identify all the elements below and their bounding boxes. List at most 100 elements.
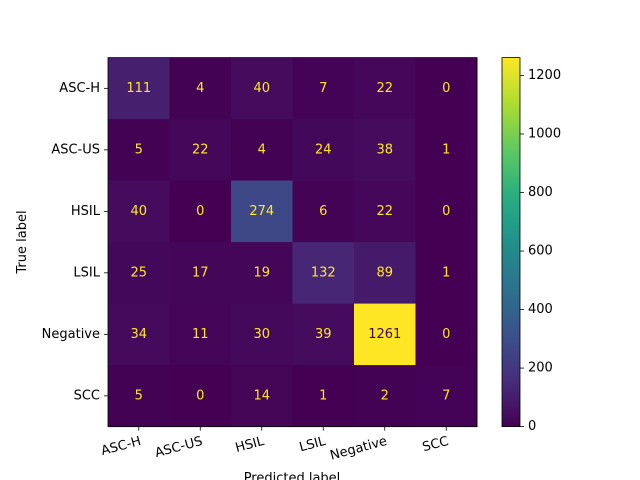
matrix-cell [415, 365, 478, 428]
matrix-cell [292, 57, 355, 120]
cell-value-label: 6 [319, 204, 327, 219]
y-tick-label: ASC-H [59, 81, 100, 96]
matrix-cell [415, 57, 478, 120]
x-tick-label: ASC-H [100, 434, 143, 459]
cell-value-label: 5 [135, 142, 143, 157]
cell-value-label: 24 [315, 142, 332, 157]
matrix-cell [415, 303, 478, 366]
x-axis-label: Predicted label [244, 471, 341, 480]
cell-value-label: 40 [130, 204, 147, 219]
colorbar-tick-label: 1000 [528, 126, 561, 141]
cell-value-label: 14 [253, 388, 270, 403]
matrix-cell [169, 242, 232, 305]
cell-value-label: 7 [442, 388, 450, 403]
cell-value-label: 0 [442, 327, 450, 342]
cell-value-label: 132 [311, 265, 336, 280]
matrix-cell [169, 180, 232, 243]
cell-value-label: 19 [253, 265, 270, 280]
colorbar-tick-label: 1200 [528, 68, 561, 83]
cell-value-label: 0 [196, 204, 204, 219]
cell-value-label: 5 [135, 388, 143, 403]
cell-value-label: 1 [319, 388, 327, 403]
colorbar-tick-label: 400 [528, 302, 553, 317]
y-tick-label: ASC-US [51, 142, 100, 157]
x-tick-label: Negative [329, 434, 389, 464]
matrix-cell [354, 365, 416, 428]
matrix-cell [108, 180, 170, 243]
x-tick-label: LSIL [298, 434, 328, 456]
matrix-cell [354, 57, 416, 120]
cell-value-label: 39 [315, 327, 332, 342]
matrix-cell [169, 57, 232, 120]
cell-value-label: 38 [376, 142, 393, 157]
cell-value-label: 274 [249, 204, 274, 219]
matrix-cell [231, 365, 293, 428]
cell-value-label: 1 [442, 265, 450, 280]
cell-value-label: 0 [442, 204, 450, 219]
y-tick-label: SCC [74, 388, 100, 403]
cell-value-label: 25 [130, 265, 147, 280]
matrix-cell [231, 119, 293, 182]
colorbar-tick-label: 600 [528, 244, 553, 259]
colorbar-tick-label: 0 [528, 419, 536, 434]
cell-value-label: 30 [253, 327, 270, 342]
matrix-cell [354, 242, 416, 305]
matrix-cell [169, 303, 232, 366]
matrix-cell [354, 303, 416, 366]
matrix-cell [169, 119, 232, 182]
x-tick-label: SCC [421, 434, 450, 455]
matrix-cell [292, 180, 355, 243]
matrix-cell [108, 119, 170, 182]
matrix-frame [107, 57, 478, 427]
cell-value-label: 111 [126, 81, 151, 96]
colorbar-ticks: 0 200 400 600 800 1000 1200 [520, 68, 561, 434]
cell-value-label: 22 [376, 204, 393, 219]
matrix-cell [231, 242, 293, 305]
cell-value-label: 89 [376, 265, 393, 280]
matrix-cell [415, 242, 478, 305]
matrix-cell [108, 365, 170, 428]
x-axis-ticks: ASC-H ASC-US HSIL LSIL Negative SCC [100, 426, 450, 464]
matrix-cell [108, 57, 170, 120]
cell-value-label: 7 [319, 81, 327, 96]
matrix-cell [231, 303, 293, 366]
matrix-cell [108, 303, 170, 366]
y-axis-label: True label [15, 210, 30, 274]
matrix-cell [354, 119, 416, 182]
cell-value-label: 2 [381, 388, 389, 403]
matrix-cell [415, 180, 478, 243]
cell-value-label: 1261 [368, 327, 401, 342]
y-tick-label: HSIL [71, 204, 101, 219]
y-axis-ticks: ASC-H ASC-US HSIL LSIL Negative SCC [42, 81, 108, 403]
x-tick-label: HSIL [234, 434, 267, 456]
matrix-cell [292, 365, 355, 428]
x-tick-label: ASC-US [153, 434, 204, 461]
matrix-cell [231, 180, 293, 243]
matrix-cells: 111 4 40 7 22 05 22 4 24 38 140 0 274 6 22 025 17 19 132 89… [108, 57, 478, 428]
colorbar [501, 57, 521, 427]
cell-value-label: 34 [130, 327, 147, 342]
cell-value-label: 40 [253, 81, 270, 96]
cell-value-label: 22 [376, 81, 393, 96]
cell-value-label: 22 [192, 142, 209, 157]
y-tick-label: Negative [42, 327, 100, 342]
matrix-cell [292, 303, 355, 366]
cell-value-label: 4 [258, 142, 266, 157]
cell-value-label: 0 [196, 388, 204, 403]
matrix-cell [231, 57, 293, 120]
cell-value-label: 17 [192, 265, 209, 280]
matrix-cell [108, 242, 170, 305]
cell-value-label: 1 [442, 142, 450, 157]
y-tick-label: LSIL [73, 265, 100, 280]
cell-value-label: 4 [196, 81, 204, 96]
colorbar-tick-label: 200 [528, 361, 553, 376]
matrix-cell [292, 242, 355, 305]
matrix-cell [354, 180, 416, 243]
matrix-cell [169, 365, 232, 428]
colorbar-tick-label: 800 [528, 185, 553, 200]
cell-value-label: 0 [442, 81, 450, 96]
cell-value-label: 11 [192, 327, 209, 342]
matrix-cell [292, 119, 355, 182]
matrix-cell [415, 119, 478, 182]
